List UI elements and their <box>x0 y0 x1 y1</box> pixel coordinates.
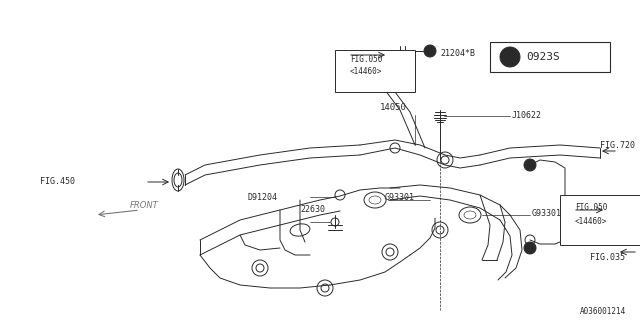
Text: 14050: 14050 <box>380 103 407 113</box>
Text: 22630: 22630 <box>300 205 325 214</box>
Circle shape <box>524 242 536 254</box>
Circle shape <box>524 159 536 171</box>
Text: FIG.050: FIG.050 <box>350 55 382 65</box>
Text: D91204: D91204 <box>248 193 278 202</box>
Text: FIG.450: FIG.450 <box>40 178 75 187</box>
Text: G93301: G93301 <box>385 193 415 202</box>
Text: <14460>: <14460> <box>575 218 607 227</box>
Circle shape <box>424 45 436 57</box>
Text: 21204*B: 21204*B <box>440 50 475 59</box>
Circle shape <box>500 47 520 67</box>
Text: 1: 1 <box>527 245 532 251</box>
Bar <box>560 195 640 245</box>
Bar <box>335 50 415 92</box>
Text: J10622: J10622 <box>512 111 542 121</box>
Text: FIG.720: FIG.720 <box>600 140 635 149</box>
Text: 0923S: 0923S <box>526 52 560 62</box>
Text: FIG.035: FIG.035 <box>590 253 625 262</box>
Text: A036001214: A036001214 <box>580 308 627 316</box>
Text: <14460>: <14460> <box>350 68 382 76</box>
Text: 1: 1 <box>527 162 532 168</box>
Text: FIG.050: FIG.050 <box>575 204 607 212</box>
Text: 1: 1 <box>507 52 513 61</box>
Text: 1: 1 <box>428 48 433 54</box>
Text: G93301: G93301 <box>532 209 562 218</box>
Bar <box>490 42 610 72</box>
Text: FRONT: FRONT <box>130 201 159 210</box>
